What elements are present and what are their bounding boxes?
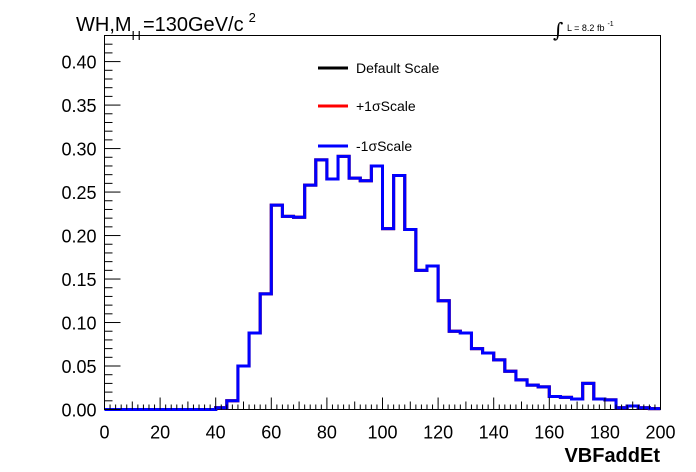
y-axis: 0.00 0.05 0.10 0.15 0.20 0.25 0.30 0.35 0.40 <box>61 35 121 421</box>
x-tick-label: 60 <box>261 423 281 443</box>
legend-label-0: Default Scale <box>356 60 439 76</box>
x-tick-label: 80 <box>317 423 337 443</box>
y-tick-label: 0.35 <box>61 96 96 116</box>
y-tick-label: 0.20 <box>61 227 96 247</box>
luminosity-superscript: -1 <box>607 21 613 28</box>
x-tick-label: 100 <box>367 423 397 443</box>
title-superscript: 2 <box>249 10 256 25</box>
series-layer <box>104 154 661 411</box>
x-tick-label: 200 <box>645 423 675 443</box>
integral-symbol: ∫ <box>553 18 563 42</box>
legend-label-1: +1σScale <box>356 98 416 114</box>
series-line-2 <box>104 154 661 411</box>
x-tick-label: 40 <box>206 423 226 443</box>
x-tick-label: 0 <box>99 423 109 443</box>
x-tick-label: 160 <box>534 423 564 443</box>
y-tick-label: 0.10 <box>61 314 96 334</box>
x-axis: 0 20 40 60 80 100 120 140 160 180 200 <box>99 397 676 443</box>
x-tick-label: 180 <box>590 423 620 443</box>
y-tick-label: 0.25 <box>61 183 96 203</box>
y-tick-label: 0.30 <box>61 140 96 160</box>
y-tick-label: 0.15 <box>61 270 96 290</box>
title-mass: =130GeV/c <box>143 14 244 36</box>
title-prefix: WH,M <box>76 14 132 36</box>
chart-title: WH,MH =130GeV/c 2 <box>76 10 256 43</box>
legend-label-2: -1σScale <box>356 138 412 154</box>
luminosity-text: L = 8.2 fb -1 <box>567 21 614 33</box>
x-axis-title: VBFaddEt <box>564 445 660 467</box>
y-tick-label: 0.00 <box>61 401 96 421</box>
y-tick-label: 0.05 <box>61 357 96 377</box>
luminosity-label: ∫ L = 8.2 fb -1 <box>553 18 614 42</box>
legend: Default Scale +1σScale -1σScale <box>318 60 439 154</box>
x-tick-label: 140 <box>479 423 509 443</box>
x-tick-label: 20 <box>150 423 170 443</box>
y-tick-label: 0.40 <box>61 53 96 73</box>
x-tick-label: 120 <box>423 423 453 443</box>
